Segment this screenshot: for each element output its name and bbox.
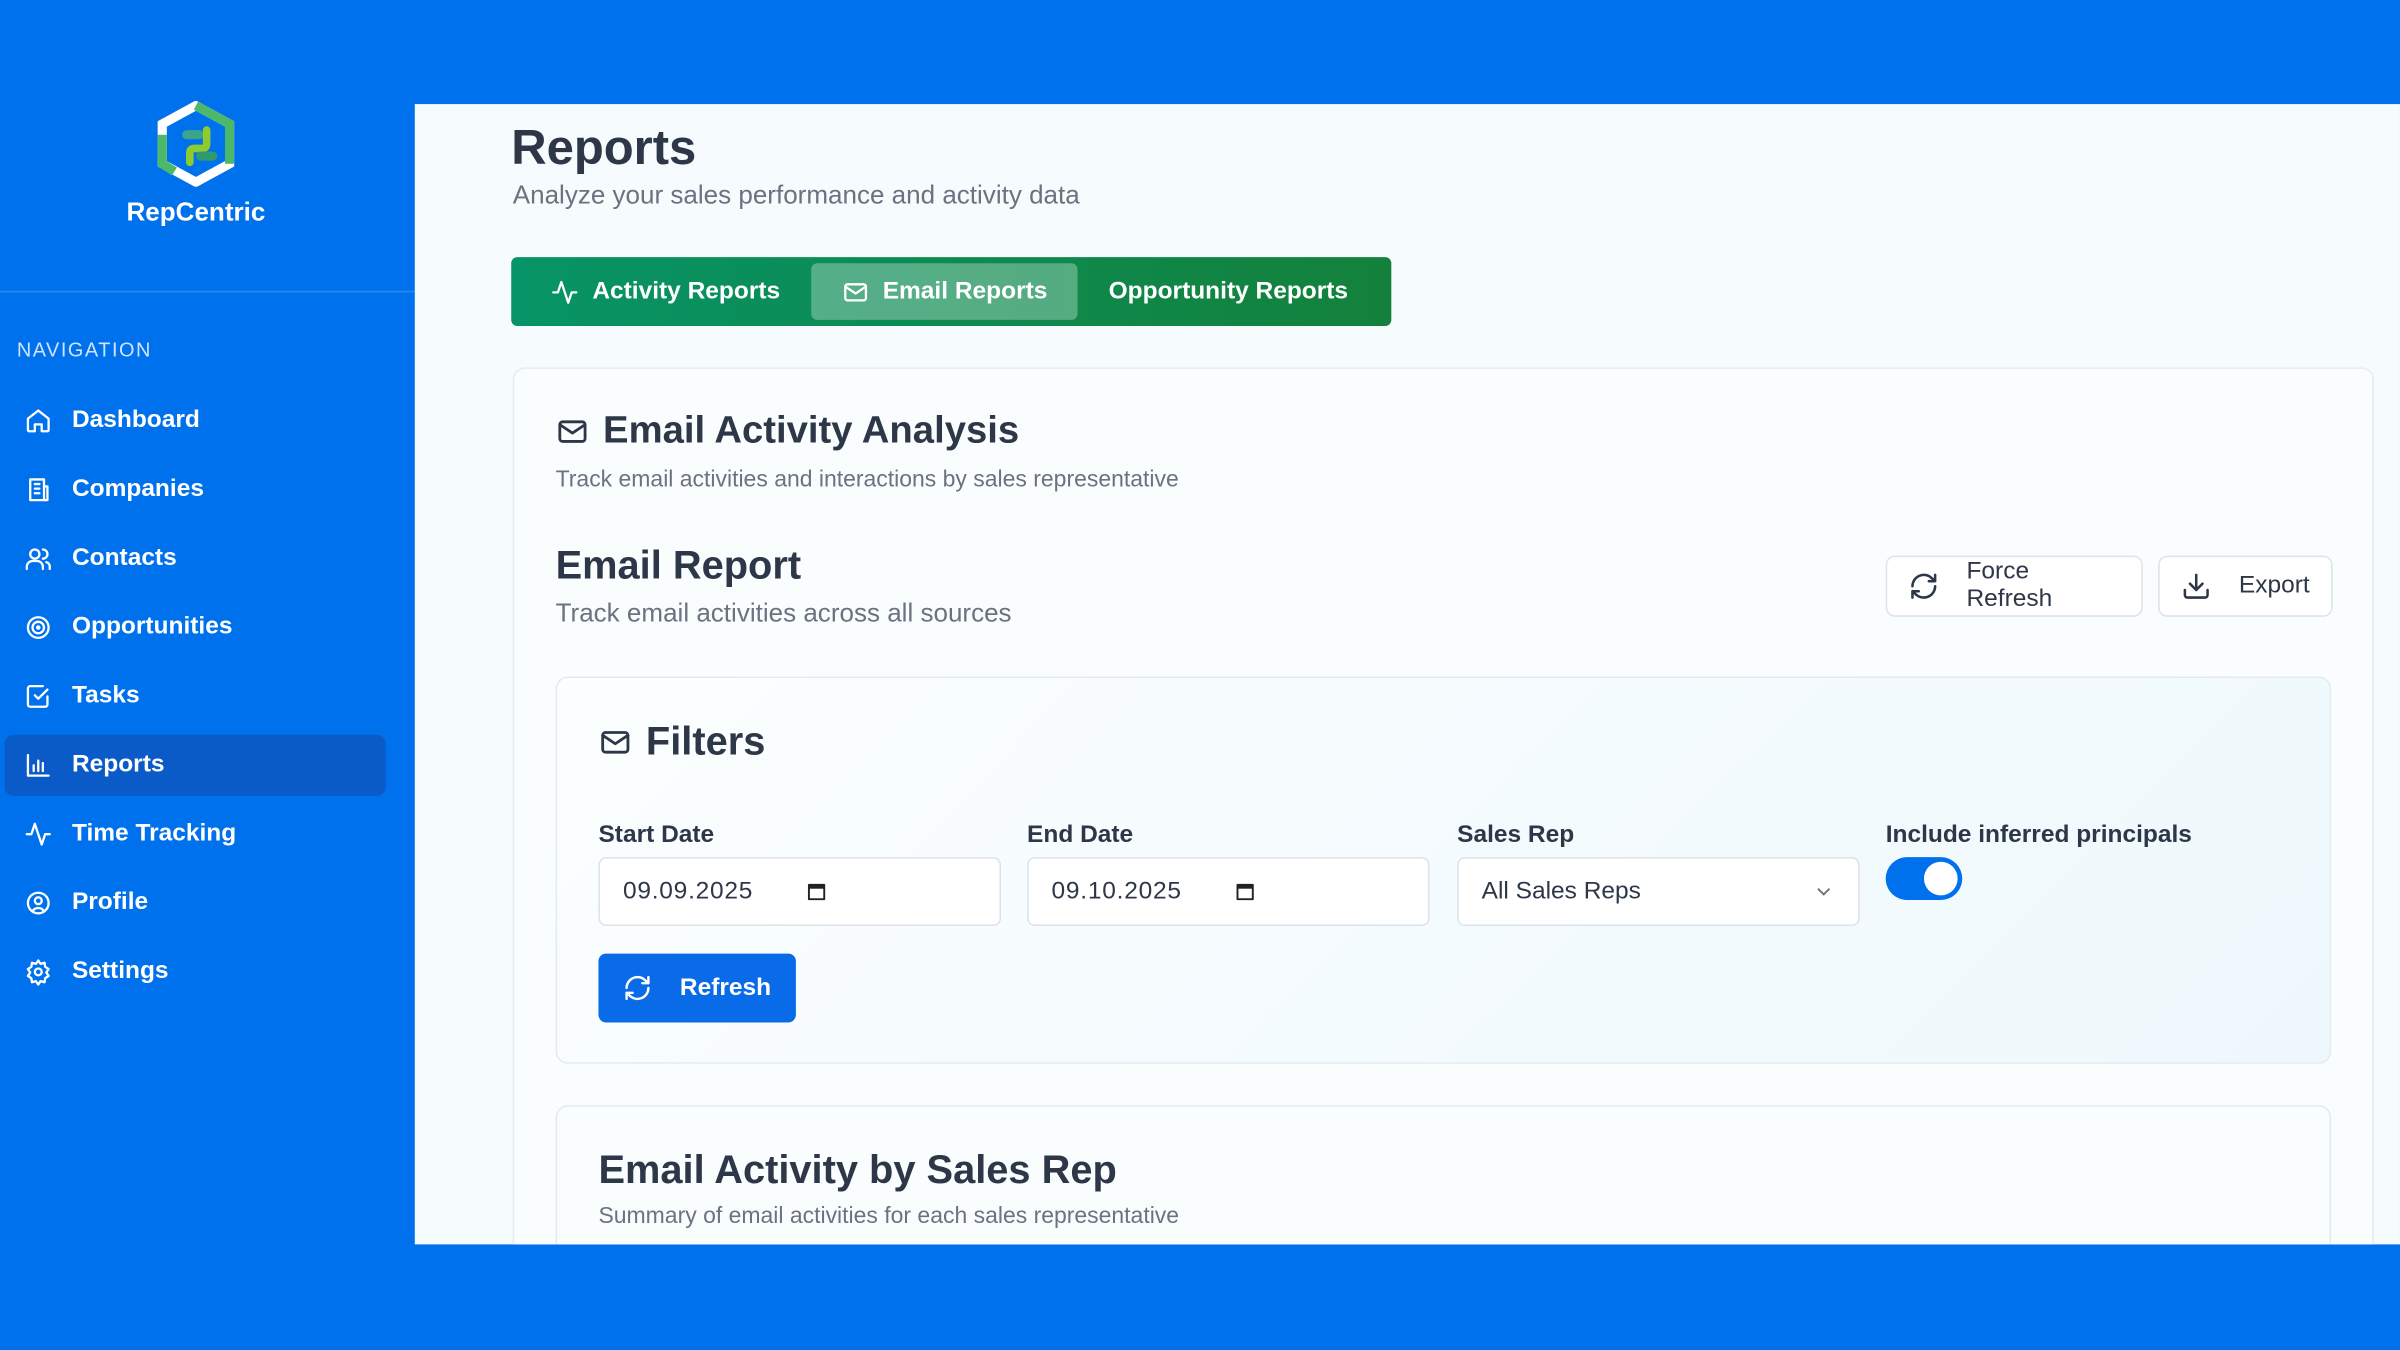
sidebar-item-time-tracking[interactable]: Time Tracking — [5, 804, 386, 865]
sidebar-item-label: Reports — [71, 751, 165, 778]
sidebar-divider — [0, 290, 415, 293]
end-date-label: End Date — [1027, 821, 1134, 848]
email-activity-by-rep-panel: Email Activity by Sales Rep Summary of e… — [555, 1105, 2332, 1245]
sidebar-item-tasks[interactable]: Tasks — [5, 666, 386, 727]
sidebar-item-contacts[interactable]: Contacts — [5, 528, 386, 589]
by-rep-title: Email Activity by Sales Rep — [598, 1146, 1117, 1193]
start-date-value: 09.09.2025 — [622, 877, 754, 904]
refresh-icon — [1911, 573, 1937, 599]
analysis-title-text: Email Activity Analysis — [603, 408, 1020, 452]
tab-label: Activity Reports — [592, 277, 781, 304]
end-date-input[interactable]: 09.10.2025 — [1027, 857, 1430, 927]
sales-rep-value: All Sales Reps — [1481, 877, 1641, 904]
analysis-subtitle: Track email activities and interactions … — [555, 466, 1179, 493]
home-icon — [26, 409, 50, 433]
logo-text: RepCentric — [126, 197, 266, 227]
sidebar-item-label: Tasks — [71, 682, 140, 709]
chevron-down-icon — [1817, 888, 1831, 896]
sales-rep-select[interactable]: All Sales Reps — [1457, 857, 1860, 927]
page-title: Reports — [511, 119, 697, 175]
sidebar-item-settings[interactable]: Settings — [5, 941, 386, 1002]
refresh-icon — [625, 975, 650, 1001]
refresh-button[interactable]: Refresh — [598, 953, 796, 1023]
logo[interactable]: RepCentric — [0, 100, 392, 228]
inferred-principals-label: Include inferred principals — [1885, 821, 2192, 848]
sidebar-item-companies[interactable]: Companies — [5, 459, 386, 520]
bar-chart-icon — [26, 753, 50, 777]
users-icon — [25, 548, 51, 571]
activity-icon — [552, 280, 578, 304]
main-content: Reports Analyze your sales performance a… — [414, 104, 2400, 1245]
activity-icon — [25, 822, 51, 846]
calendar-icon[interactable] — [805, 880, 828, 903]
sidebar-item-label: Contacts — [71, 544, 177, 571]
tab-label: Opportunity Reports — [1108, 277, 1349, 304]
user-circle-icon — [26, 891, 50, 915]
tab-opportunity-reports[interactable]: Opportunity Reports — [1078, 263, 1379, 320]
analysis-title: Email Activity Analysis — [556, 408, 1020, 453]
sidebar-item-opportunities[interactable]: Opportunities — [5, 597, 386, 658]
filters-title-text: Filters — [645, 717, 766, 764]
sales-rep-label: Sales Rep — [1457, 821, 1575, 848]
filters-panel: Filters Start Date 09.09.2025 End Date 0… — [555, 676, 2332, 1064]
sidebar-item-profile[interactable]: Profile — [5, 872, 386, 933]
report-title: Email Report — [555, 541, 802, 588]
report-subtitle: Track email activities across all source… — [555, 598, 1012, 628]
export-button[interactable]: Export — [2158, 555, 2333, 617]
button-label: Export — [2238, 572, 2310, 599]
target-icon — [26, 616, 50, 640]
button-label: Refresh — [679, 974, 772, 1001]
download-icon — [2183, 573, 2209, 599]
sidebar-item-label: Companies — [71, 476, 204, 503]
check-square-icon — [26, 684, 49, 708]
inferred-principals-toggle[interactable] — [1885, 857, 1963, 900]
button-label: Force Refresh — [1966, 558, 2053, 613]
force-refresh-button[interactable]: Force Refresh — [1885, 555, 2143, 617]
sidebar-item-label: Time Tracking — [71, 820, 237, 847]
sidebar-item-label: Profile — [71, 889, 149, 916]
sidebar: RepCentric NAVIGATION Dashboard Companie… — [0, 0, 415, 1350]
email-analysis-card: Email Activity Analysis Track email acti… — [512, 367, 2374, 1245]
sidebar-item-label: Dashboard — [71, 407, 200, 434]
calendar-icon[interactable] — [1234, 880, 1257, 903]
sidebar-item-label: Settings — [71, 958, 169, 985]
filters-title: Filters — [598, 718, 765, 765]
report-tabs: Activity Reports Email Reports Opportuni… — [511, 257, 1392, 327]
page-subtitle: Analyze your sales performance and activ… — [512, 180, 1080, 210]
mail-icon — [558, 419, 587, 443]
by-rep-subtitle: Summary of email activities for each sal… — [598, 1203, 1180, 1230]
tab-label: Email Reports — [882, 277, 1048, 304]
sidebar-item-dashboard[interactable]: Dashboard — [5, 390, 386, 451]
start-date-input[interactable]: 09.09.2025 — [598, 857, 1002, 927]
sidebar-item-label: Opportunities — [71, 613, 233, 640]
logo-icon — [157, 100, 235, 188]
mail-icon — [843, 282, 867, 301]
sidebar-item-reports[interactable]: Reports — [4, 734, 386, 796]
mail-icon — [601, 730, 630, 753]
tab-activity-reports[interactable]: Activity Reports — [520, 263, 810, 320]
nav-list: Dashboard Companies Contacts Opportuniti… — [4, 390, 386, 1010]
nav-section-label: NAVIGATION — [16, 338, 152, 362]
gear-icon — [26, 959, 50, 986]
tab-email-reports[interactable]: Email Reports — [810, 263, 1078, 320]
building-icon — [29, 478, 49, 502]
start-date-label: Start Date — [598, 821, 715, 848]
end-date-value: 09.10.2025 — [1051, 877, 1182, 904]
